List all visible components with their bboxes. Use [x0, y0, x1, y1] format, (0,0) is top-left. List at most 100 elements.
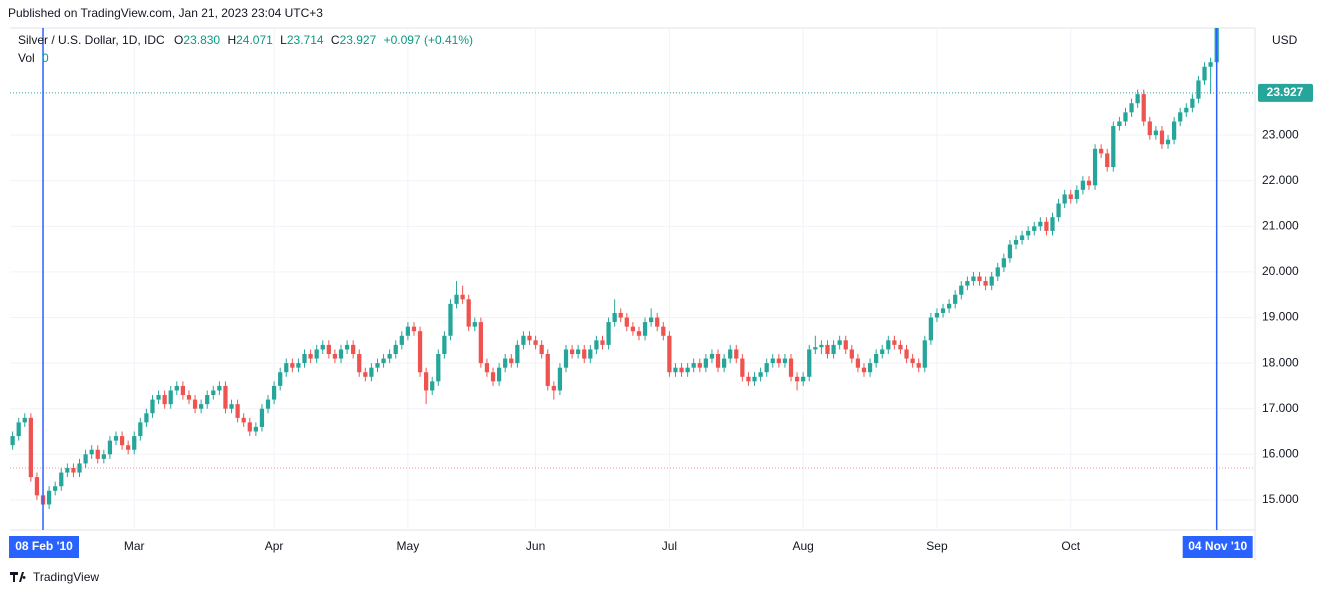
candle-body — [673, 367, 678, 373]
candle-body — [551, 385, 556, 391]
candle-body — [661, 326, 666, 336]
x-tick-label: May — [397, 539, 420, 553]
candle-body — [1050, 217, 1055, 231]
crosshair-label-box — [1182, 536, 1253, 558]
candle-body — [180, 385, 186, 396]
candle-body — [691, 363, 696, 368]
candle-body — [168, 390, 173, 405]
candle-body — [539, 344, 544, 355]
brand-name: TradingView — [33, 570, 99, 584]
candle-body — [874, 354, 879, 364]
candle-body — [119, 436, 125, 446]
candle-body — [630, 326, 636, 332]
candle-body — [545, 354, 550, 386]
high-key: H — [227, 33, 236, 47]
candle-body — [229, 404, 234, 409]
candle-body — [940, 308, 946, 313]
candle-body — [381, 358, 386, 364]
candle-body — [162, 395, 167, 405]
candle-body — [454, 294, 459, 304]
candle-body — [290, 363, 295, 368]
candle-body — [308, 354, 313, 359]
y-tick-label: 18.000 — [1262, 355, 1299, 369]
candle-body — [819, 344, 824, 348]
volume-key: Vol — [18, 51, 35, 65]
candle-body — [728, 349, 733, 359]
candle-body — [375, 363, 380, 368]
candle-body — [28, 417, 33, 478]
candle-body — [296, 363, 301, 368]
candle-body — [1141, 94, 1146, 122]
candle-body — [624, 317, 629, 327]
candle-body — [205, 395, 210, 405]
candle-body — [1092, 148, 1098, 186]
candle-body — [740, 358, 745, 377]
candle-body — [369, 367, 374, 377]
candle-body — [721, 358, 727, 368]
candle-body — [770, 358, 775, 364]
y-tick-label: 17.000 — [1262, 401, 1299, 415]
candle-body — [53, 486, 58, 491]
candle-body — [843, 340, 848, 350]
candle-body — [1208, 62, 1213, 67]
candle-body — [478, 322, 483, 364]
candle-body — [636, 331, 642, 336]
candle-body — [1111, 126, 1116, 168]
candle-body — [855, 358, 861, 368]
candle-body — [758, 372, 763, 377]
candle-body — [746, 376, 751, 382]
candle-body — [697, 363, 702, 368]
candle-body — [496, 367, 502, 382]
change-value: +0.097 (+0.41%) — [384, 33, 473, 47]
candle-body — [271, 385, 277, 400]
candles — [10, 28, 1219, 510]
grid: 15.000 16.000 17.000 18.000 19.000 20.000 21.0… — [10, 28, 1299, 553]
candle-body — [928, 317, 934, 341]
candle-body — [983, 281, 988, 286]
candle-body — [399, 335, 404, 345]
candle-body — [405, 326, 411, 336]
candle-body — [1086, 180, 1092, 186]
candle-body — [1190, 98, 1195, 108]
y-tick-label: 21.000 — [1262, 219, 1299, 233]
candle-body — [1153, 130, 1159, 136]
x-tick-label: Sep — [926, 539, 948, 553]
candle-body — [922, 340, 927, 368]
candle-body — [995, 267, 1000, 277]
low-value: 23.714 — [287, 33, 324, 47]
candle-body — [16, 422, 21, 437]
candle-body — [867, 363, 873, 373]
candle-body — [89, 449, 94, 455]
candle-body — [1171, 121, 1177, 140]
open-key: O — [174, 33, 183, 47]
candle-body — [734, 349, 739, 359]
candle-body — [849, 349, 854, 359]
candle-body — [192, 399, 198, 409]
candle-body — [946, 303, 952, 309]
candle-body — [655, 317, 660, 327]
candle-body — [685, 367, 690, 373]
candle-body — [314, 349, 319, 359]
candle-body — [825, 344, 830, 355]
candle-body — [332, 354, 338, 359]
candle-body — [649, 317, 654, 323]
candle-body — [715, 354, 721, 368]
x-tick-label: Oct — [1061, 539, 1080, 553]
x-tick-label: Jun — [526, 539, 545, 553]
candle-body — [83, 454, 88, 464]
candle-body — [1001, 258, 1006, 268]
candle-body — [679, 367, 684, 373]
candle-body — [278, 372, 283, 386]
candle-body — [59, 472, 64, 487]
candle-body — [199, 404, 204, 409]
candle-body — [1202, 66, 1207, 81]
candle-body — [1074, 189, 1079, 199]
candle-body — [71, 467, 76, 473]
x-tick-label: Apr — [265, 539, 284, 553]
candle-body — [320, 344, 325, 350]
candle-body — [861, 367, 867, 373]
close-key: C — [331, 33, 340, 47]
candle-body — [65, 467, 70, 473]
candle-body — [1019, 235, 1025, 241]
